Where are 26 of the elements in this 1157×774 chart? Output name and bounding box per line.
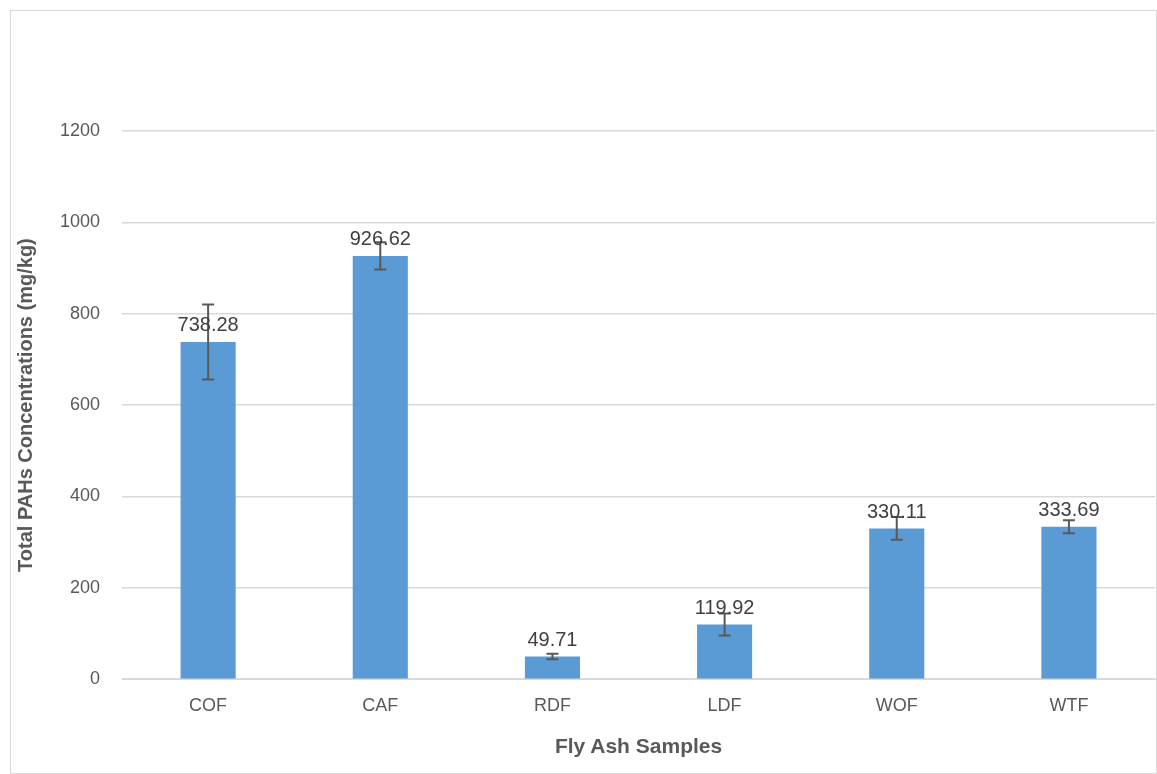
x-tick-label: COF bbox=[189, 694, 228, 715]
y-tick-label: 600 bbox=[70, 394, 101, 415]
x-tick-label: LDF bbox=[707, 694, 742, 715]
data-label: 333.69 bbox=[1038, 498, 1100, 521]
data-label: 49.71 bbox=[527, 628, 578, 651]
bar bbox=[697, 624, 753, 679]
data-label: 330.11 bbox=[866, 499, 927, 522]
bar bbox=[180, 341, 236, 679]
bar bbox=[352, 255, 408, 679]
y-tick-label: 1000 bbox=[60, 211, 101, 232]
y-tick-label: 800 bbox=[70, 302, 101, 323]
y-tick-label: 0 bbox=[90, 668, 101, 689]
y-tick-label: 200 bbox=[70, 576, 101, 597]
y-tick-label: 400 bbox=[70, 485, 101, 506]
data-label: 926.62 bbox=[349, 227, 411, 250]
y-tick-label: 1200 bbox=[60, 119, 101, 140]
bar bbox=[869, 528, 925, 679]
bar bbox=[524, 656, 580, 679]
x-tick-label: WOF bbox=[875, 694, 918, 715]
x-tick-label: WTF bbox=[1049, 694, 1089, 715]
bar bbox=[1041, 526, 1097, 679]
x-tick-label: RDF bbox=[533, 694, 571, 715]
y-axis-title: Total PAHs Concentrations (mg/kg) bbox=[13, 238, 36, 572]
data-label: 119.92 bbox=[694, 595, 755, 618]
x-axis-title: Fly Ash Samples bbox=[554, 734, 723, 758]
x-tick-label: CAF bbox=[362, 694, 399, 715]
